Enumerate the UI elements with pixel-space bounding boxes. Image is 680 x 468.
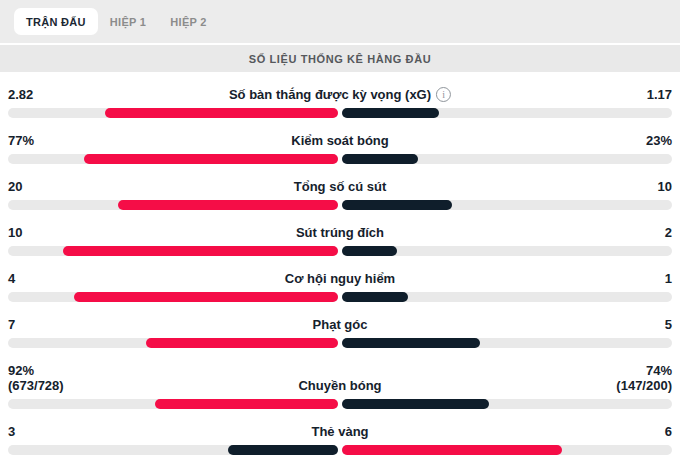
stat-bar (8, 292, 672, 302)
stat-label: Thẻ vàng (311, 424, 368, 439)
home-bar-fill (105, 108, 338, 118)
stat-bar (8, 200, 672, 210)
away-bar-track (342, 445, 672, 455)
stat-label: Cơ hội nguy hiểm (285, 271, 395, 286)
stat-row: 20 Tổng số cú sút 10 (8, 179, 672, 210)
stat-bar (8, 399, 672, 409)
away-bar-fill (342, 292, 408, 302)
away-value: 6 (665, 424, 672, 439)
stat-row: 4 Cơ hội nguy hiểm 1 (8, 271, 672, 302)
stat-bar (8, 154, 672, 164)
home-value: 2.82 (8, 87, 33, 102)
stat-label-text: Phạt góc (313, 317, 368, 332)
stat-row-head: 20 Tổng số cú sút 10 (8, 179, 672, 194)
stat-row-head: 2.82 Số bàn thắng được kỳ vọng (xG) i 1.17 (8, 87, 672, 102)
away-bar-fill (342, 246, 397, 256)
home-bar-fill (228, 445, 338, 455)
home-bar-fill (63, 246, 338, 256)
away-value: 74%(147/200) (616, 363, 672, 393)
tab-match[interactable]: TRẬN ĐẤU (14, 8, 98, 35)
stat-label: Chuyền bóng (298, 378, 381, 393)
home-bar-track (8, 399, 338, 409)
stat-label-text: Cơ hội nguy hiểm (285, 271, 395, 286)
stat-row: 92%(673/728) Chuyền bóng 74%(147/200) (8, 363, 672, 409)
home-bar-track (8, 154, 338, 164)
home-bar-fill (146, 338, 338, 348)
home-bar-fill (84, 154, 338, 164)
match-stats-panel: TRẬN ĐẤUHIỆP 1HIỆP 2 SỐ LIỆU THỐNG KÊ HÀ… (0, 0, 680, 455)
home-bar-track (8, 445, 338, 455)
home-bar-fill (118, 200, 338, 210)
tab-bar: TRẬN ĐẤUHIỆP 1HIỆP 2 (0, 0, 680, 43)
info-icon[interactable]: i (436, 87, 451, 102)
away-bar-track (342, 246, 672, 256)
away-value: 23% (646, 133, 672, 148)
away-bar-fill (342, 108, 439, 118)
home-bar-track (8, 108, 338, 118)
stat-row-head: 10 Sút trúng đích 2 (8, 225, 672, 240)
home-bar-track (8, 246, 338, 256)
stat-label-text: Số bàn thắng được kỳ vọng (xG) (229, 87, 431, 102)
away-value: 1 (665, 271, 672, 286)
home-bar-track (8, 338, 338, 348)
stat-bar (8, 108, 672, 118)
away-bar-track (342, 338, 672, 348)
away-bar-fill (342, 445, 562, 455)
stat-bar (8, 445, 672, 455)
stat-label: Sút trúng đích (296, 225, 384, 240)
stat-row: 3 Thẻ vàng 6 (8, 424, 672, 455)
stat-bar (8, 246, 672, 256)
away-value: 5 (665, 317, 672, 332)
away-bar-fill (342, 154, 418, 164)
stat-label-text: Sút trúng đích (296, 225, 384, 240)
stat-row: 77% Kiểm soát bóng 23% (8, 133, 672, 164)
stat-row-head: 77% Kiểm soát bóng 23% (8, 133, 672, 148)
away-bar-track (342, 200, 672, 210)
stat-row-head: 7 Phạt góc 5 (8, 317, 672, 332)
home-bar-fill (155, 399, 338, 409)
stat-label-text: Thẻ vàng (311, 424, 368, 439)
stat-label: Kiểm soát bóng (291, 133, 389, 148)
home-value: 10 (8, 225, 22, 240)
stat-row-head: 92%(673/728) Chuyền bóng 74%(147/200) (8, 363, 672, 393)
home-bar-track (8, 292, 338, 302)
away-bar-fill (342, 399, 489, 409)
away-bar-track (342, 108, 672, 118)
away-value: 2 (665, 225, 672, 240)
home-value: 7 (8, 317, 15, 332)
stat-row: 2.82 Số bàn thắng được kỳ vọng (xG) i 1.17 (8, 87, 672, 118)
tab-half-2[interactable]: HIỆP 2 (158, 8, 218, 35)
home-value: 4 (8, 271, 15, 286)
home-value: 3 (8, 424, 15, 439)
home-bar-track (8, 200, 338, 210)
away-value: 10 (658, 179, 672, 194)
stat-row-head: 4 Cơ hội nguy hiểm 1 (8, 271, 672, 286)
stat-bar (8, 338, 672, 348)
section-title: SỐ LIỆU THỐNG KÊ HÀNG ĐẦU (249, 53, 431, 65)
home-bar-fill (74, 292, 338, 302)
away-bar-track (342, 399, 672, 409)
home-value: 92%(673/728) (8, 363, 64, 393)
stat-row-head: 3 Thẻ vàng 6 (8, 424, 672, 439)
away-bar-fill (342, 338, 480, 348)
stat-label: Số bàn thắng được kỳ vọng (xG) i (229, 87, 451, 102)
stat-row: 7 Phạt góc 5 (8, 317, 672, 348)
stat-label-text: Tổng số cú sút (294, 179, 386, 194)
tab-half-1[interactable]: HIỆP 1 (98, 8, 158, 35)
stat-label: Tổng số cú sút (294, 179, 386, 194)
home-value: 77% (8, 133, 34, 148)
stat-label-text: Kiểm soát bóng (291, 133, 389, 148)
away-bar-track (342, 154, 672, 164)
away-value: 1.17 (647, 87, 672, 102)
stats-list: 2.82 Số bàn thắng được kỳ vọng (xG) i 1.17 7… (0, 72, 680, 455)
stat-label-text: Chuyền bóng (298, 378, 381, 393)
away-bar-fill (342, 200, 452, 210)
section-header: SỐ LIỆU THỐNG KÊ HÀNG ĐẦU (0, 45, 680, 72)
stat-label: Phạt góc (313, 317, 368, 332)
stat-row: 10 Sút trúng đích 2 (8, 225, 672, 256)
home-value: 20 (8, 179, 22, 194)
away-bar-track (342, 292, 672, 302)
